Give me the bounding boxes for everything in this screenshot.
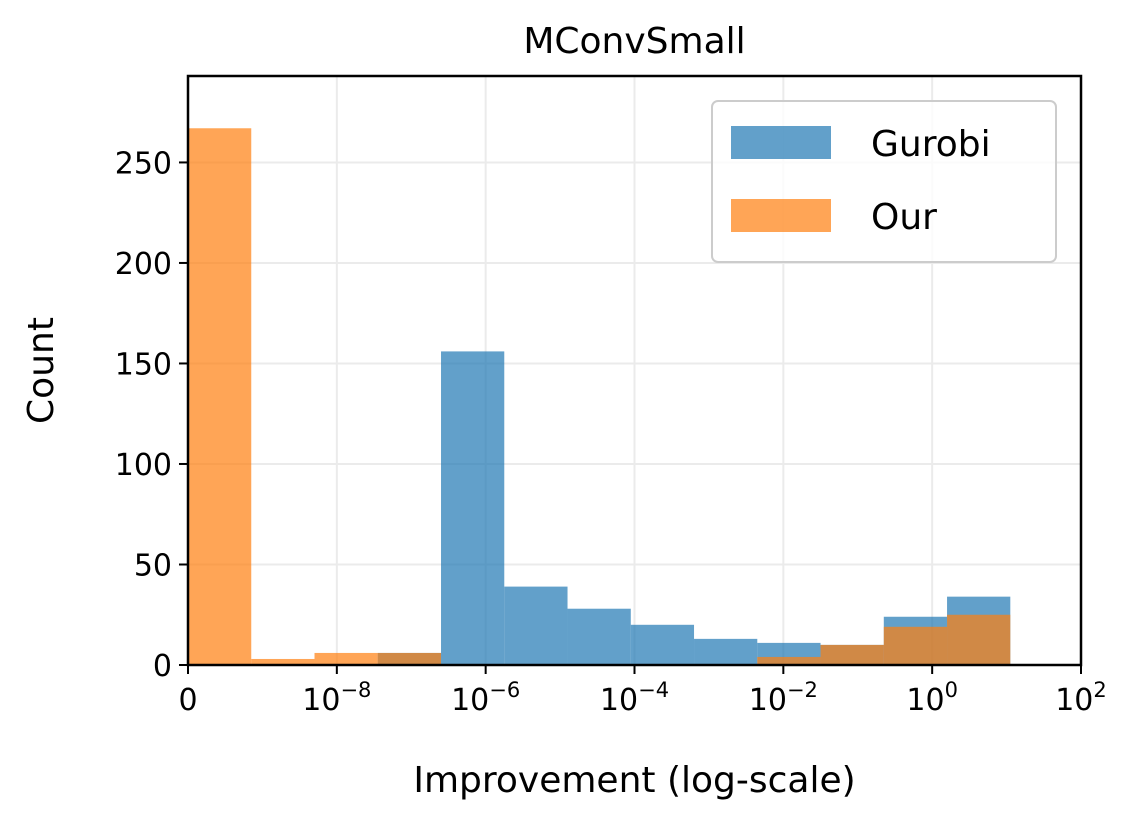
bar-our bbox=[757, 656, 821, 665]
legend-label-our: Our bbox=[871, 197, 937, 238]
bar-gurobi bbox=[441, 351, 505, 665]
y-axis-title: Count bbox=[21, 317, 62, 424]
x-tick-label: 10−8 bbox=[302, 678, 371, 718]
bar-our bbox=[314, 652, 378, 665]
bar-our bbox=[820, 644, 884, 665]
bar-gurobi bbox=[504, 586, 568, 665]
x-tick-label: 100 bbox=[906, 678, 958, 718]
legend-label-gurobi: Gurobi bbox=[871, 124, 991, 165]
legend: Gurobi Our bbox=[711, 100, 1057, 263]
bar-our bbox=[947, 614, 1011, 665]
y-tick-label: 250 bbox=[115, 146, 172, 181]
x-tick-label: 10−4 bbox=[600, 678, 669, 718]
bar-our bbox=[188, 128, 252, 665]
x-tick-label: 10−6 bbox=[451, 678, 520, 718]
legend-swatch-our bbox=[731, 199, 831, 232]
bar-our bbox=[883, 626, 948, 665]
chart-title: MConvSmall bbox=[523, 21, 745, 62]
bar-our bbox=[251, 658, 315, 665]
x-axis-ticks: 0 10−8 10−6 10−4 10−2 100 102 bbox=[178, 665, 1107, 718]
x-axis-title: Improvement (log-scale) bbox=[413, 760, 855, 801]
legend-swatch-gurobi bbox=[731, 126, 831, 159]
x-tick-label: 10−2 bbox=[749, 678, 818, 718]
bar-our bbox=[377, 652, 442, 665]
y-tick-label: 150 bbox=[115, 347, 172, 382]
bar-gurobi bbox=[630, 624, 695, 665]
bars bbox=[188, 128, 1011, 665]
y-axis-ticks: 0 50 100 150 200 250 bbox=[115, 146, 188, 684]
bar-gurobi bbox=[694, 638, 758, 665]
x-tick-label: 102 bbox=[1055, 678, 1107, 718]
y-tick-label: 200 bbox=[115, 247, 172, 282]
y-tick-label: 0 bbox=[153, 649, 172, 684]
x-tick-label: 0 bbox=[178, 683, 197, 718]
y-tick-label: 100 bbox=[115, 448, 172, 483]
y-tick-label: 50 bbox=[134, 548, 172, 583]
bar-gurobi bbox=[567, 608, 631, 665]
